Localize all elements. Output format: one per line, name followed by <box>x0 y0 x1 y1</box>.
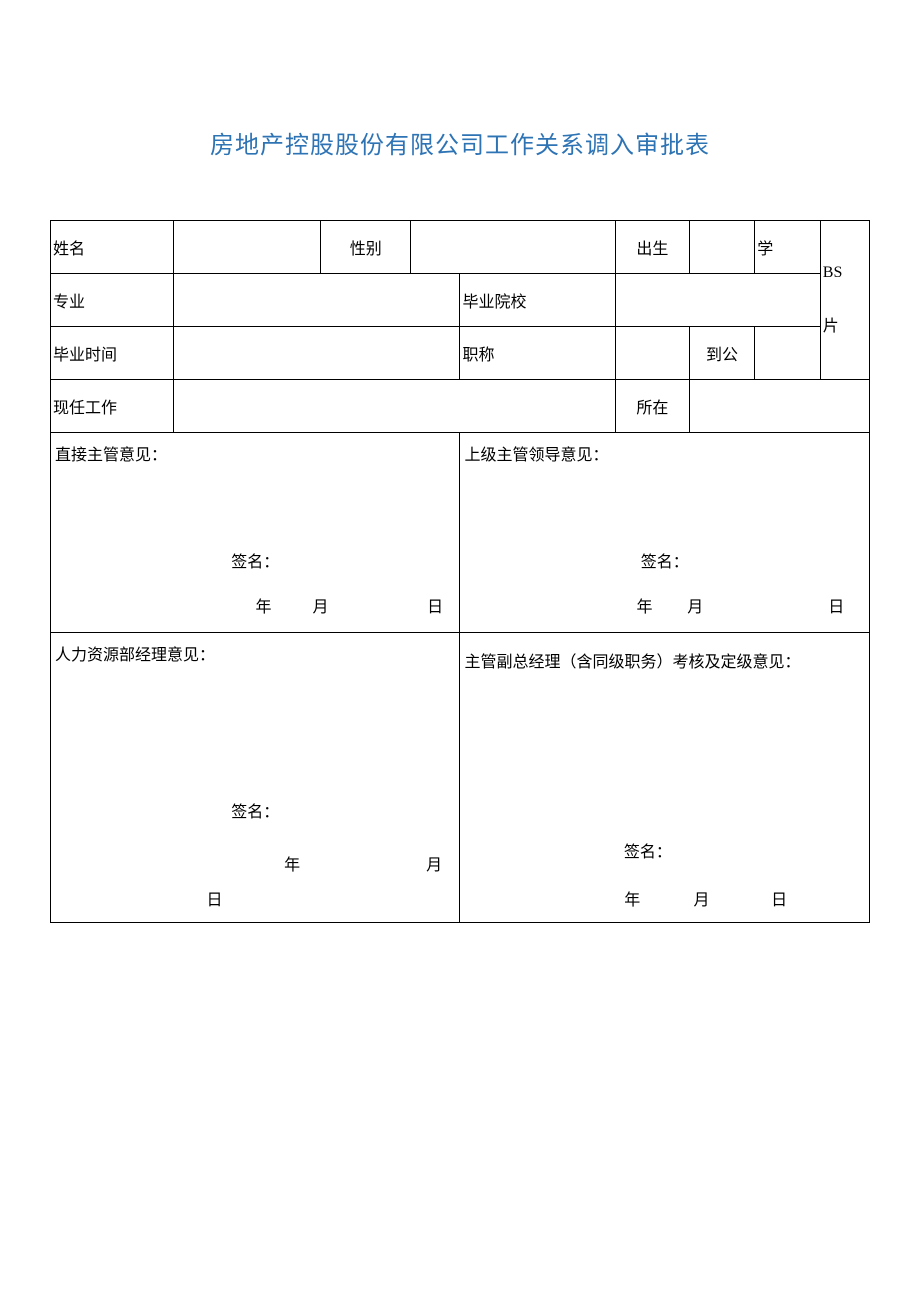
approval-form-table: 姓名 性别 出生 学 BS 片 专业 毕业院校 毕业时间 职称 到公 现任工作 … <box>50 220 870 923</box>
signature-label: 签名： <box>460 548 869 572</box>
day-label: 日 <box>738 593 844 617</box>
currentjob-value <box>173 380 615 433</box>
month-label: 月 <box>656 593 734 617</box>
gradtime-value <box>173 327 460 380</box>
currentjob-label: 现任工作 <box>51 380 174 433</box>
major-value <box>173 274 460 327</box>
supervisor-opinion: 上级主管领导意见： 签名： 年 月 日 <box>460 433 870 633</box>
month-label: 月 <box>304 851 447 875</box>
major-label: 专业 <box>51 274 174 327</box>
document-title: 房地产控股股份有限公司工作关系调入审批表 <box>50 125 870 160</box>
table-row: 现任工作 所在 <box>51 380 870 433</box>
bs-pian-cell: BS 片 <box>820 221 869 380</box>
year-label: 年 <box>460 886 640 910</box>
day-label: 日 <box>51 886 223 910</box>
signature-label: 签名： <box>460 838 869 862</box>
jobtitle-label: 职称 <box>460 327 616 380</box>
signature-label: 签名： <box>51 548 459 572</box>
school-label: 毕业院校 <box>460 274 616 327</box>
togong-label: 到公 <box>689 327 755 380</box>
month-label: 月 <box>644 886 709 910</box>
location-value <box>689 380 869 433</box>
gradtime-label: 毕业时间 <box>51 327 174 380</box>
direct-manager-opinion: 直接主管意见： 签名： 年 月 日 <box>51 433 460 633</box>
table-row: 毕业时间 职称 到公 <box>51 327 870 380</box>
hr-manager-opinion: 人力资源部经理意见： 签名： 年 月 日 <box>51 633 460 923</box>
edu-label: 学 <box>755 221 821 274</box>
table-row: 直接主管意见： 签名： 年 月 日 上级主管领导意见： 签名： 年 月 日 <box>51 433 870 633</box>
day-label: 日 <box>369 593 451 617</box>
vp-assessment-header: 主管副总经理（含同级职务）考核及定级意见： <box>464 641 865 686</box>
table-row: 专业 毕业院校 <box>51 274 870 327</box>
year-label: 年 <box>51 851 300 875</box>
supervisor-header: 上级主管领导意见： <box>464 441 865 465</box>
year-label: 年 <box>460 593 652 617</box>
gender-label: 性别 <box>321 221 411 274</box>
location-label: 所在 <box>616 380 690 433</box>
month-label: 月 <box>276 593 366 617</box>
name-label: 姓名 <box>51 221 174 274</box>
name-value <box>173 221 320 274</box>
table-row: 姓名 性别 出生 学 BS 片 <box>51 221 870 274</box>
hr-manager-header: 人力资源部经理意见： <box>55 641 455 665</box>
gender-value <box>411 221 616 274</box>
bs-label: BS <box>823 264 865 282</box>
school-value <box>616 274 821 327</box>
birth-value <box>689 221 755 274</box>
day-label: 日 <box>714 886 788 910</box>
direct-manager-header: 直接主管意见： <box>55 441 455 465</box>
year-label: 年 <box>51 593 272 617</box>
pian-label: 片 <box>823 312 865 336</box>
jobtitle-value <box>616 327 690 380</box>
birth-label: 出生 <box>616 221 690 274</box>
togong-value <box>755 327 821 380</box>
signature-label: 签名： <box>51 798 459 822</box>
table-row: 人力资源部经理意见： 签名： 年 月 日 主管副总经理（含同级职务）考核及定级意… <box>51 633 870 923</box>
vp-assessment-opinion: 主管副总经理（含同级职务）考核及定级意见： 签名： 年 月 日 <box>460 633 870 923</box>
